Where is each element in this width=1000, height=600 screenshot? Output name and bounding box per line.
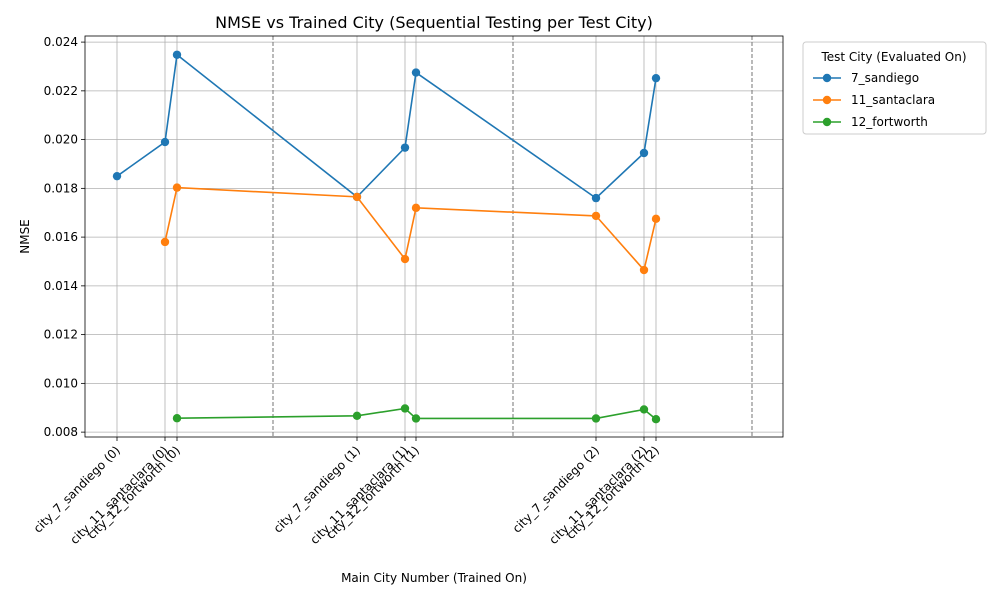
- series-line-11_santaclara: [164, 186, 657, 272]
- y-axis-label: NMSE: [18, 219, 32, 254]
- data-point: [411, 203, 421, 213]
- data-point: [651, 214, 661, 224]
- legend-entry-label: 11_santaclara: [851, 93, 935, 107]
- series-7_sandiego: [112, 50, 661, 203]
- legend: Test City (Evaluated On) 7_sandiego 11_sa…: [802, 41, 987, 135]
- tick-layer: 0.008 0.010 0.012 0.014 0.016 0.018 0.020 0.022…: [31, 35, 662, 547]
- group-separators: [272, 36, 753, 437]
- series-line-7_sandiego: [116, 53, 657, 200]
- plot-frame: [84, 35, 784, 438]
- y-tick-label: 0.012: [44, 328, 78, 342]
- y-tick-label: 0.022: [44, 84, 78, 98]
- data-point: [352, 411, 362, 420]
- data-point: [160, 137, 170, 147]
- y-tick-label: 0.020: [44, 133, 78, 147]
- data-point: [411, 68, 421, 77]
- y-tick-label: 0.014: [44, 279, 78, 293]
- data-point: [591, 211, 601, 221]
- chart-title: NMSE vs Trained City (Sequential Testing…: [215, 13, 653, 32]
- x-tick-label: city_11_santaclara (0): [67, 443, 171, 547]
- data-point: [400, 254, 410, 264]
- legend-entry-label: 7_sandiego: [851, 71, 919, 85]
- x-tick-label: city_11_santaclara (2): [546, 443, 650, 547]
- data-point: [651, 73, 661, 83]
- legend-box: [802, 41, 987, 135]
- data-point: [591, 193, 601, 203]
- data-point: [639, 148, 649, 158]
- data-point: [172, 50, 182, 59]
- x-axis-label: Main City Number (Trained On): [341, 571, 527, 585]
- series-12_fortworth: [172, 404, 661, 424]
- data-point: [400, 143, 410, 152]
- y-tick-label: 0.010: [44, 376, 78, 390]
- data-point: [172, 183, 182, 192]
- y-tick-label: 0.016: [44, 230, 78, 244]
- data-point: [591, 414, 601, 423]
- legend-swatch-marker: [822, 73, 832, 83]
- data-point: [411, 414, 421, 423]
- data-point: [400, 404, 410, 413]
- legend-title: Test City (Evaluated On): [820, 50, 966, 64]
- series-11_santaclara: [160, 183, 661, 275]
- data-point: [639, 405, 649, 414]
- series-layer: [112, 50, 661, 424]
- data-point: [651, 415, 661, 424]
- legend-entry-label: 12_fortworth: [851, 115, 928, 129]
- data-point: [639, 265, 649, 275]
- grid-lines: [85, 36, 783, 437]
- y-tick-label: 0.018: [44, 181, 78, 195]
- data-point: [172, 414, 182, 423]
- data-point: [352, 192, 362, 202]
- y-tick-label: 0.008: [44, 425, 78, 439]
- legend-swatch-marker: [822, 95, 832, 105]
- data-point: [112, 171, 122, 181]
- y-tick-label: 0.024: [44, 35, 78, 49]
- data-point: [160, 237, 170, 247]
- legend-swatch-marker: [822, 117, 832, 127]
